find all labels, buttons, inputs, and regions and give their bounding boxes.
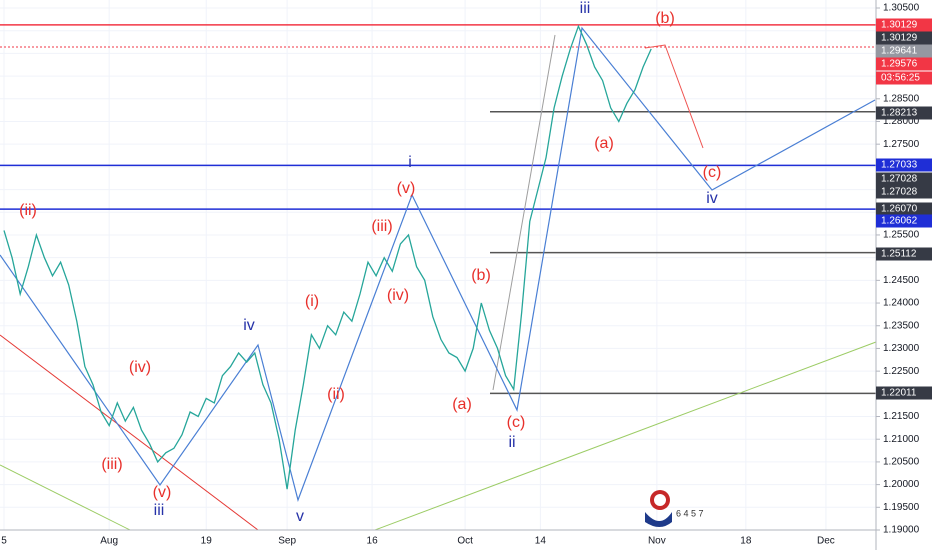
price-tag-label: 1.26070 [881, 204, 918, 215]
price-tag-label: 1.22011 [881, 388, 917, 399]
price-tag [876, 44, 932, 58]
y-tick-label: 1.21000 [883, 434, 920, 445]
wave-label: iv [243, 317, 255, 334]
axis: 1.19000 1.19500 1.20000 1.20500 1.21000 1.215… [1, 3, 932, 547]
wave-label: (b) [471, 267, 491, 284]
wave-label: v [296, 508, 304, 525]
x-tick-label: Oct [457, 536, 473, 547]
wave-label: (i) [305, 293, 319, 310]
logo-text: 6 4 5 7 [676, 508, 704, 518]
y-tick-label: 1.25500 [883, 230, 920, 241]
x-tick-label: Aug [100, 536, 118, 547]
trend-line [0, 334, 259, 531]
price-tag-label: 1.27028 [881, 174, 918, 185]
wave-label: (iii) [371, 218, 392, 235]
price-tag-label: 1.29576 [881, 59, 918, 70]
drawings [0, 26, 877, 531]
x-tick-label: 14 [535, 536, 547, 547]
x-tick-label: 19 [201, 536, 213, 547]
logo-icon [654, 494, 666, 506]
x-tick-label: Dec [817, 536, 835, 547]
price-tag [876, 31, 932, 45]
y-tick-label: 1.20500 [883, 457, 920, 468]
price-tag-label: 1.27028 [881, 187, 918, 198]
price-tag-label: 1.25112 [881, 249, 917, 260]
series [3, 24, 652, 490]
y-tick-label: 1.20000 [883, 479, 920, 490]
y-tick-label: 1.22500 [883, 366, 920, 377]
logo: 6 4 5 7 [645, 490, 704, 527]
wave-label: (v) [153, 484, 172, 501]
y-tick-label: 1.24500 [883, 275, 920, 286]
wave-label: (b) [655, 10, 675, 27]
y-tick-label: 1.24000 [883, 298, 920, 309]
wave-label: (a) [594, 135, 614, 152]
x-tick-label: 5 [1, 536, 7, 547]
wave-label: iv [706, 190, 718, 207]
logo-icon [645, 512, 672, 527]
price-tag [876, 18, 932, 32]
wave-label: (iv) [387, 287, 409, 304]
y-tick-label: 1.28500 [883, 93, 920, 104]
wave-label: iii [580, 0, 591, 17]
y-tick-label: 1.19500 [883, 502, 920, 513]
y-tick-label: 1.23500 [883, 320, 920, 331]
price-line [3, 24, 652, 490]
y-tick-label: 1.21500 [883, 411, 920, 422]
wave-label: (a) [452, 396, 472, 413]
y-tick-label: 1.27500 [883, 139, 920, 150]
price-tag-label: 1.29641 [881, 46, 918, 57]
levels [0, 24, 876, 395]
price-tag [876, 214, 932, 228]
x-tick-label: 16 [367, 536, 379, 547]
wave-label: ii [508, 434, 515, 451]
wave-label: (ii) [19, 202, 37, 219]
trend-line [374, 341, 877, 531]
x-tick-label: 18 [740, 536, 752, 547]
y-tick-label: 1.30500 [883, 3, 920, 14]
y-tick-label: 1.19000 [883, 525, 920, 536]
wave-label: (iv) [129, 359, 151, 376]
y-tick-label: 1.28000 [883, 116, 920, 127]
x-tick-label: Sep [278, 536, 296, 547]
price-tag [876, 247, 932, 261]
projection-line [644, 44, 704, 149]
price-tag [876, 57, 932, 71]
wave-label: iii [154, 502, 165, 519]
price-tag [876, 172, 932, 186]
y-tick-label: 1.23000 [883, 343, 920, 354]
trend-line [492, 34, 556, 391]
wave-label: (c) [507, 414, 526, 431]
price-tag-label: 1.30129 [881, 20, 918, 31]
wave-label: (v) [397, 180, 416, 197]
price-tag-label: 1.30129 [881, 33, 918, 44]
trend-line [0, 464, 131, 531]
countdown-label: 03:56:25 [881, 73, 920, 84]
price-tag [876, 202, 932, 216]
wave-label: (ii) [327, 386, 345, 403]
price-tag [876, 106, 932, 120]
x-tick-label: Nov [648, 536, 666, 547]
countdown-tag [876, 71, 932, 85]
wave-line [0, 26, 876, 502]
annotations: (ii)(iv)(iii)(v)iiiivv(i)(ii)(iii)(iv)(v… [19, 0, 721, 525]
grid [0, 0, 876, 531]
price-tag [876, 185, 932, 199]
price-tag [876, 386, 932, 400]
wave-label: (iii) [101, 456, 122, 473]
price-tag [876, 158, 932, 172]
price-tag-label: 1.28213 [881, 108, 918, 119]
wave-label: i [408, 154, 412, 171]
wave-label: (c) [703, 164, 722, 181]
price-tag-label: 1.27033 [881, 160, 918, 171]
price-tag-label: 1.26062 [881, 216, 918, 227]
